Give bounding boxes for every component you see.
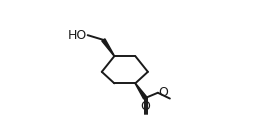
Polygon shape — [135, 83, 147, 99]
Text: HO: HO — [68, 29, 87, 42]
Text: O: O — [140, 100, 150, 113]
Polygon shape — [102, 39, 115, 56]
Text: O: O — [158, 86, 168, 99]
